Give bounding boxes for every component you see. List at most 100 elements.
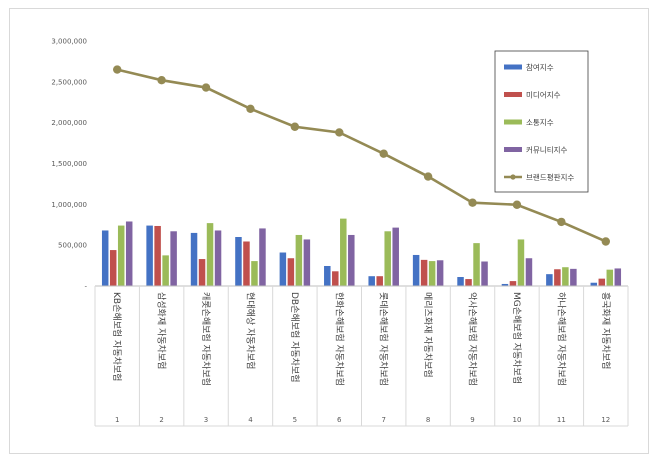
category-index-label: 5 xyxy=(293,416,297,424)
bar xyxy=(117,225,125,286)
bar xyxy=(109,250,117,286)
line-point xyxy=(113,65,122,74)
bar xyxy=(259,228,266,286)
line-point xyxy=(468,198,477,207)
bar xyxy=(554,269,561,286)
bar xyxy=(473,243,480,286)
bar xyxy=(332,271,339,286)
legend-label: 참여지수 xyxy=(526,62,554,72)
bar xyxy=(368,276,375,286)
bar xyxy=(570,268,577,286)
category-index-label: 8 xyxy=(426,416,430,424)
category-index-label: 4 xyxy=(248,416,253,424)
category-label: 악사손해보험 자동차보험 xyxy=(467,292,479,386)
category-index-label: 3 xyxy=(204,416,208,424)
bar xyxy=(546,274,553,286)
bar xyxy=(590,282,598,286)
line-point xyxy=(157,76,166,85)
category-index-label: 10 xyxy=(512,416,521,424)
line-point xyxy=(512,200,522,209)
category-index-label: 1 xyxy=(115,416,119,424)
brand-reputation-chart: - 500,000 1,000,000 1,500,000 2,000,000 2,500… xyxy=(51,38,629,427)
line-point xyxy=(423,172,433,181)
bar xyxy=(598,278,606,286)
category-label: DB손해보험 자동차보험 xyxy=(289,292,301,383)
bar xyxy=(235,237,242,286)
y-tick-label: 2,500,000 xyxy=(51,78,87,86)
bar xyxy=(501,283,509,286)
bar xyxy=(125,221,133,286)
bar xyxy=(251,261,258,286)
category-label: KB손해보험 자동차보험 xyxy=(111,292,123,381)
bar xyxy=(481,261,488,286)
category-label: 하나손해보험 자동차보험 xyxy=(555,292,567,386)
category-label: 롯데손해보험 자동차보험 xyxy=(378,292,390,386)
line-point xyxy=(601,237,610,246)
category-index-label: 2 xyxy=(159,416,163,424)
y-tick-label: 3,000,000 xyxy=(51,38,87,46)
legend-swatch xyxy=(504,147,522,152)
line-point xyxy=(201,83,211,92)
line-point xyxy=(379,149,388,158)
bar xyxy=(457,277,464,286)
bar xyxy=(562,267,569,286)
bar xyxy=(348,234,355,286)
y-tick-label: 1,000,000 xyxy=(51,201,87,209)
y-axis: - 500,000 1,000,000 1,500,000 2,000,000 2,500… xyxy=(51,38,87,291)
category-label: MG손해보험 자동차보험 xyxy=(511,292,523,384)
chart-frame: - 500,000 1,000,000 1,500,000 2,000,000 2,500… xyxy=(9,8,649,454)
bar xyxy=(384,231,391,286)
bar xyxy=(303,239,311,286)
bar xyxy=(420,259,428,286)
line-point xyxy=(290,122,300,131)
bar xyxy=(101,230,109,286)
category-index-label: 12 xyxy=(601,416,610,424)
bar xyxy=(287,258,295,286)
category-label: 한화손해보험 자동차보험 xyxy=(333,292,345,386)
bar xyxy=(436,260,444,286)
category-index-label: 6 xyxy=(337,416,342,424)
bars xyxy=(101,218,622,286)
bar xyxy=(509,281,517,286)
legend-label: 브랜드평판지수 xyxy=(526,172,574,182)
category-table: KB손해보험 자동차보험 1 삼성화재 자동차보험 2 캐롯손해보험 자동차보험 3 현대해… xyxy=(94,285,629,427)
legend-label: 미디어지수 xyxy=(526,90,561,100)
bar xyxy=(606,269,614,286)
bar xyxy=(154,225,161,286)
bar xyxy=(324,265,331,286)
category-label: 메리츠화재 자동차보험 xyxy=(422,292,434,378)
bar xyxy=(525,258,533,286)
line-point xyxy=(246,104,255,113)
category-index-label: 11 xyxy=(557,416,566,424)
bar xyxy=(392,227,399,286)
category-label: 흥국화재 자동차보험 xyxy=(600,292,612,369)
legend-swatch xyxy=(504,92,522,97)
y-tick-label: 500,000 xyxy=(58,242,87,250)
brand-index-polyline xyxy=(116,68,607,243)
bar xyxy=(206,223,214,286)
bar xyxy=(295,234,303,286)
y-tick-label: 2,000,000 xyxy=(51,119,87,127)
line-point xyxy=(335,128,344,137)
category-label: 현대해상 자동차보험 xyxy=(244,292,256,369)
bar xyxy=(340,218,347,286)
legend-label: 커뮤니티지수 xyxy=(526,146,567,155)
line-point xyxy=(557,217,566,227)
bar xyxy=(279,252,287,286)
bar xyxy=(614,268,622,286)
legend-swatch xyxy=(504,64,522,70)
bar xyxy=(170,231,177,286)
bar xyxy=(376,276,383,286)
bar xyxy=(198,259,206,286)
category-index-label: 9 xyxy=(470,416,474,424)
category-index-label: 7 xyxy=(381,416,385,424)
legend-label: 소통지수 xyxy=(526,118,554,127)
bar xyxy=(214,230,222,286)
bar xyxy=(517,239,525,286)
bar xyxy=(243,241,250,286)
bar xyxy=(162,255,169,286)
legend-marker xyxy=(510,174,516,180)
brand-index-line xyxy=(113,65,610,246)
y-tick-label: 1,500,000 xyxy=(51,160,87,168)
